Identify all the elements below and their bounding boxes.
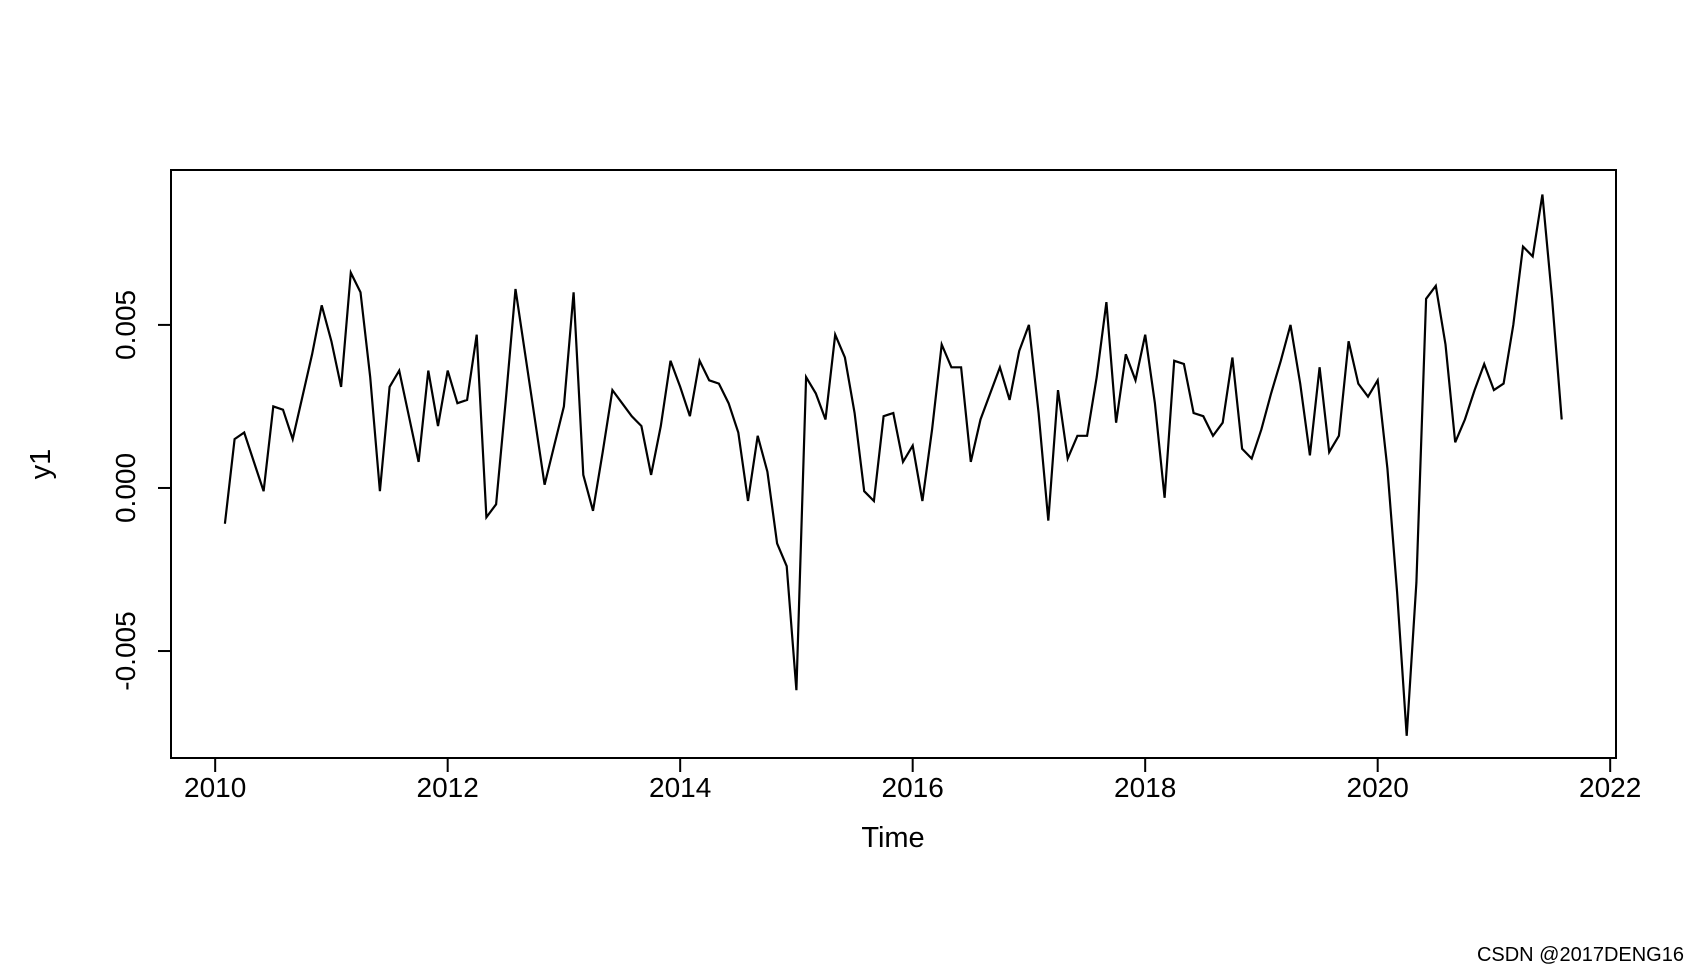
- x-tick-label: 2020: [1347, 772, 1409, 803]
- x-tick-label: 2018: [1114, 772, 1176, 803]
- csdn-watermark: CSDN @2017DENG16: [1477, 944, 1684, 966]
- plot-border-box: [170, 169, 1617, 759]
- x-tick-label: 2012: [417, 772, 479, 803]
- y-axis-ticks: 0.005 0.000 -0.005: [110, 290, 170, 691]
- x-tick-label: 2016: [882, 772, 944, 803]
- x-tick-label: 2022: [1579, 772, 1641, 803]
- y-tick-label: 0.005: [110, 290, 141, 360]
- y-tick-label: -0.005: [110, 611, 141, 690]
- y-tick-label: 0.000: [110, 453, 141, 523]
- x-tick-label: 2010: [184, 772, 246, 803]
- x-axis-ticks: 2010 2012 2014 2016 2018 2020 2022: [184, 759, 1641, 803]
- y1-series-line: [223, 194, 1563, 736]
- y-axis-title: y1: [25, 449, 57, 480]
- x-axis-title: Time: [861, 822, 924, 854]
- x-tick-label: 2014: [649, 772, 711, 803]
